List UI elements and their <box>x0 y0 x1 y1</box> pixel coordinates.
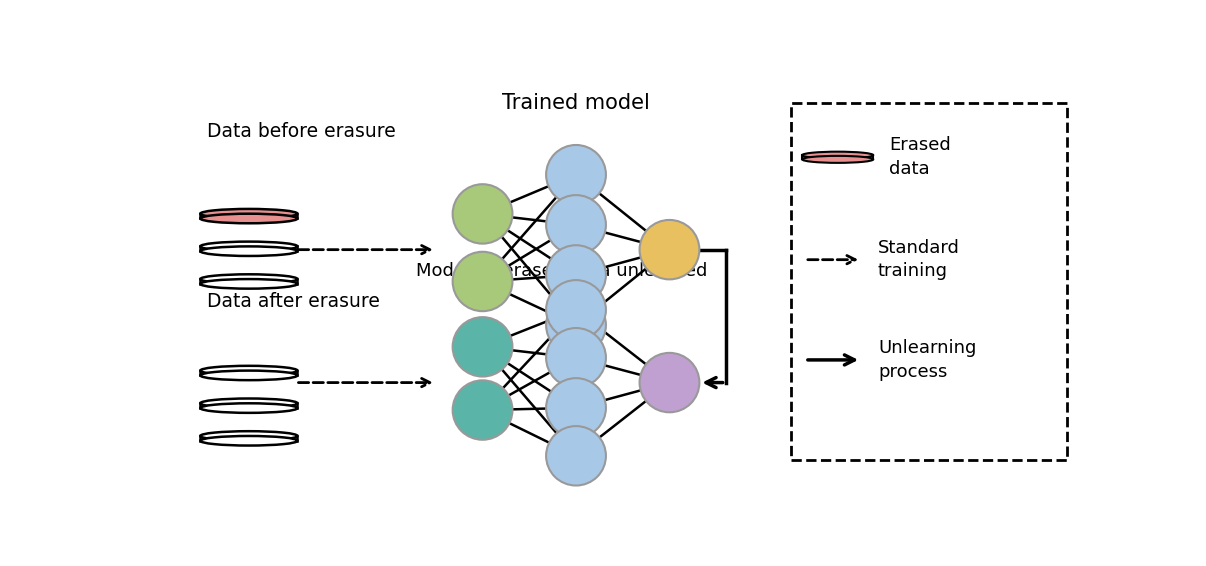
Ellipse shape <box>200 431 298 441</box>
Ellipse shape <box>802 152 873 158</box>
Text: Standard
training: Standard training <box>878 239 960 281</box>
Ellipse shape <box>546 378 605 438</box>
Ellipse shape <box>546 328 605 388</box>
Ellipse shape <box>200 242 298 251</box>
FancyBboxPatch shape <box>802 155 873 160</box>
Ellipse shape <box>546 280 605 340</box>
FancyBboxPatch shape <box>200 214 298 218</box>
Ellipse shape <box>200 398 298 408</box>
Ellipse shape <box>200 404 298 413</box>
Ellipse shape <box>452 380 513 440</box>
Ellipse shape <box>546 295 605 355</box>
Text: Data before erasure: Data before erasure <box>207 122 396 140</box>
Text: Model w/ erased data unlearned: Model w/ erased data unlearned <box>416 261 708 280</box>
Ellipse shape <box>452 184 513 243</box>
Ellipse shape <box>546 245 605 305</box>
Text: Erased
data: Erased data <box>889 136 950 178</box>
Ellipse shape <box>200 436 298 445</box>
Ellipse shape <box>546 145 605 204</box>
Ellipse shape <box>200 214 298 223</box>
Ellipse shape <box>200 279 298 289</box>
Text: Data after erasure: Data after erasure <box>207 291 380 311</box>
Ellipse shape <box>546 195 605 255</box>
Ellipse shape <box>452 252 513 311</box>
FancyBboxPatch shape <box>200 371 298 375</box>
Ellipse shape <box>200 209 298 218</box>
Ellipse shape <box>200 275 298 284</box>
FancyBboxPatch shape <box>200 436 298 441</box>
Ellipse shape <box>802 156 873 163</box>
Ellipse shape <box>452 317 513 376</box>
Ellipse shape <box>546 426 605 486</box>
Text: Trained model: Trained model <box>502 93 650 113</box>
FancyBboxPatch shape <box>200 404 298 408</box>
FancyBboxPatch shape <box>791 103 1067 460</box>
Ellipse shape <box>200 371 298 380</box>
Ellipse shape <box>200 366 298 375</box>
FancyBboxPatch shape <box>200 246 298 251</box>
Ellipse shape <box>639 220 699 280</box>
Ellipse shape <box>639 353 699 412</box>
Ellipse shape <box>200 246 298 256</box>
FancyBboxPatch shape <box>200 279 298 284</box>
Text: Unlearning
process: Unlearning process <box>878 339 977 381</box>
